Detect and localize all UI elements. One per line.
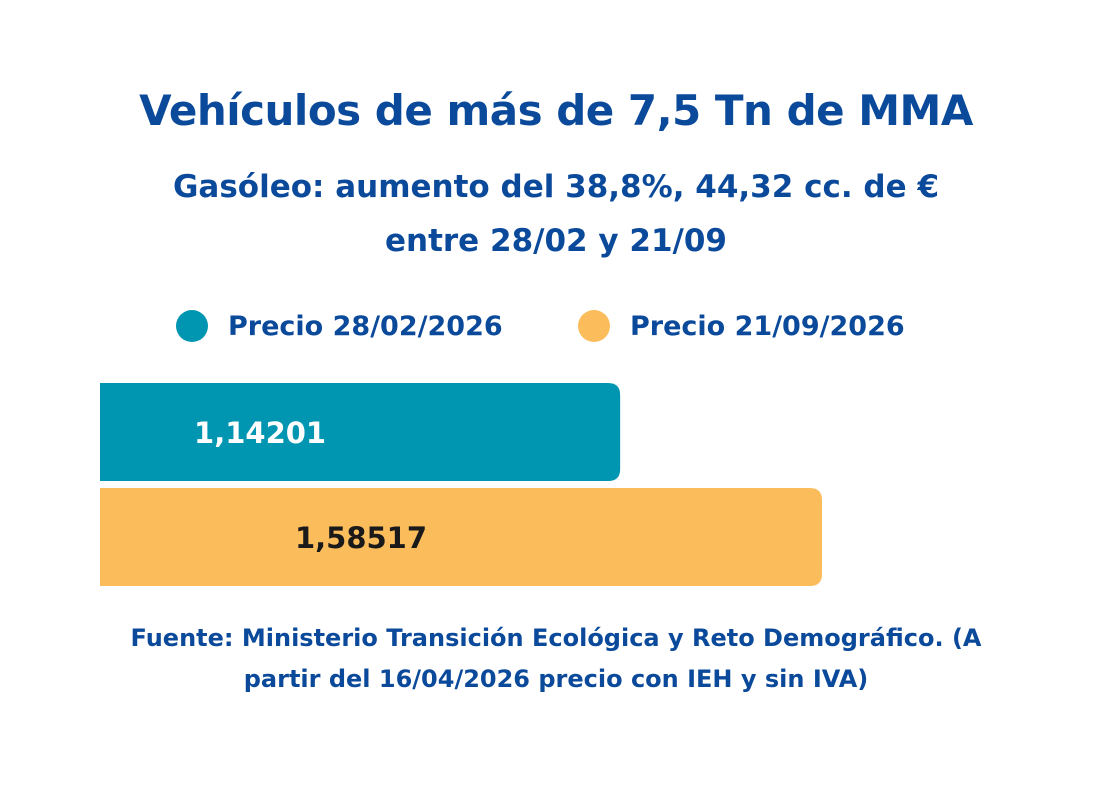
- bar-sep: [100, 488, 822, 586]
- subtitle-line-2: entre 28/02 y 21/09: [384, 223, 727, 259]
- bar-label-feb: 1,14201: [194, 416, 326, 450]
- bar-chart: 1,14201 1,58517: [100, 383, 822, 586]
- source-line-1: Fuente: Ministerio Transición Ecológica …: [130, 624, 982, 652]
- legend-swatch-feb: [176, 310, 208, 342]
- chart-title: Vehículos de más de 7,5 Tn de MMA: [139, 86, 973, 135]
- legend-swatch-sep: [578, 310, 610, 342]
- source-line-2: partir del 16/04/2026 precio con IEH y s…: [243, 665, 869, 693]
- legend-item-sep: Precio 21/09/2026: [578, 306, 905, 346]
- subtitle-line-1: Gasóleo: aumento del 38,8%, 44,32 cc. de…: [172, 169, 940, 205]
- chart-legend: Precio 28/02/2026 Precio 21/09/2026: [0, 306, 1112, 346]
- legend-label-sep: Precio 21/09/2026: [630, 310, 905, 342]
- chart-subtitle: Gasóleo: aumento del 38,8%, 44,32 cc. de…: [100, 160, 1012, 268]
- bar-feb: [100, 383, 621, 481]
- legend-label-feb: Precio 28/02/2026: [228, 310, 503, 342]
- source-note: Fuente: Ministerio Transición Ecológica …: [60, 618, 1052, 700]
- legend-item-feb: Precio 28/02/2026: [176, 306, 503, 346]
- bar-label-sep: 1,58517: [295, 521, 427, 555]
